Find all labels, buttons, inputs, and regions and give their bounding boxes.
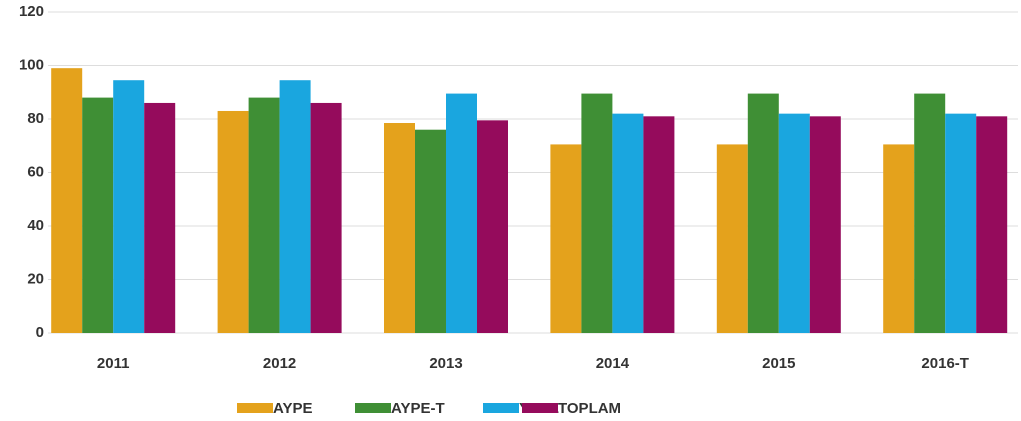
bar	[51, 68, 83, 334]
y-tick-label: 100	[19, 56, 44, 73]
y-tick-label: 120	[19, 3, 44, 20]
legend-swatch	[237, 403, 273, 413]
bar	[310, 102, 342, 333]
bar	[612, 113, 644, 334]
y-tick-label: 80	[27, 110, 44, 127]
bar	[477, 120, 508, 334]
y-tick-label: 40	[27, 217, 44, 234]
legend-swatch	[355, 403, 391, 413]
x-tick-label: 2016-T	[921, 355, 969, 372]
bar	[581, 93, 613, 334]
bar	[82, 97, 114, 333]
x-tick-label: 2013	[429, 355, 462, 372]
legend-label: AYPE-T	[391, 400, 445, 417]
bar	[945, 113, 977, 334]
legend-swatch	[522, 403, 558, 413]
bar	[643, 116, 675, 333]
y-tick-label: 0	[36, 324, 44, 341]
legend-swatch	[483, 403, 519, 413]
x-tick-label: 2012	[263, 355, 296, 372]
bar	[550, 144, 582, 333]
bar	[415, 129, 446, 333]
bar	[883, 144, 915, 333]
bar	[747, 93, 779, 334]
bar	[113, 80, 145, 334]
bar	[248, 97, 280, 333]
bar	[446, 93, 477, 334]
legend-label: TOPLAM	[558, 400, 621, 417]
legend-label: AYPE	[273, 400, 312, 417]
bar	[914, 93, 946, 334]
x-tick-label: 2014	[596, 355, 630, 372]
bar	[809, 116, 841, 333]
bar	[976, 116, 1008, 333]
bar	[279, 80, 311, 334]
bar	[144, 102, 176, 333]
x-tick-label: 2011	[97, 355, 130, 372]
bar	[778, 113, 810, 334]
x-tick-label: 2015	[762, 355, 795, 372]
bar	[384, 123, 415, 333]
y-tick-label: 20	[27, 270, 44, 287]
bar	[716, 144, 748, 333]
y-tick-label: 60	[27, 163, 44, 180]
bar	[217, 110, 249, 333]
